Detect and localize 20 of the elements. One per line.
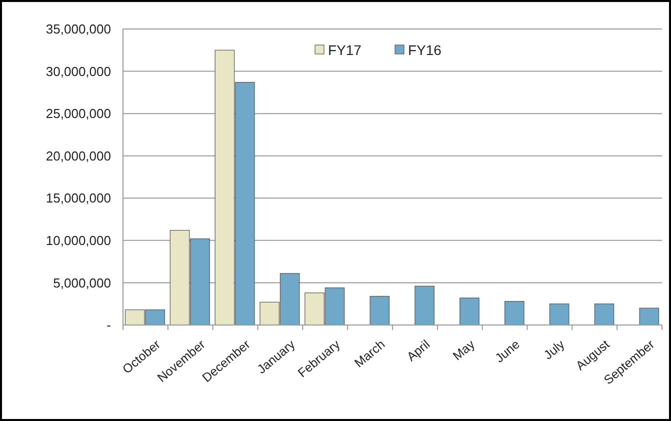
bar [639, 308, 660, 326]
y-tick-label: 5,000,000 [53, 275, 111, 290]
y-tick-label: 10,000,000 [46, 232, 111, 248]
x-tick-label: June [492, 337, 522, 366]
bar [460, 298, 480, 326]
bar [594, 304, 614, 326]
y-tick-label: 20,000,000 [46, 148, 111, 164]
y-tick-label: - [106, 318, 111, 333]
bar [370, 296, 390, 326]
y-tick-label: 30,000,000 [46, 64, 111, 79]
bar [549, 304, 570, 326]
x-tick-label: July [541, 336, 568, 362]
legend-label: FY17 [328, 42, 362, 58]
bar [414, 286, 434, 326]
x-tick-label: May [450, 336, 478, 364]
y-tick-label: 25,000,000 [46, 106, 111, 122]
y-tick-label: 35,000,000 [46, 22, 111, 37]
bar [504, 301, 524, 326]
y-tick-label: 15,000,000 [46, 190, 111, 206]
legend-label: FY16 [408, 42, 442, 58]
